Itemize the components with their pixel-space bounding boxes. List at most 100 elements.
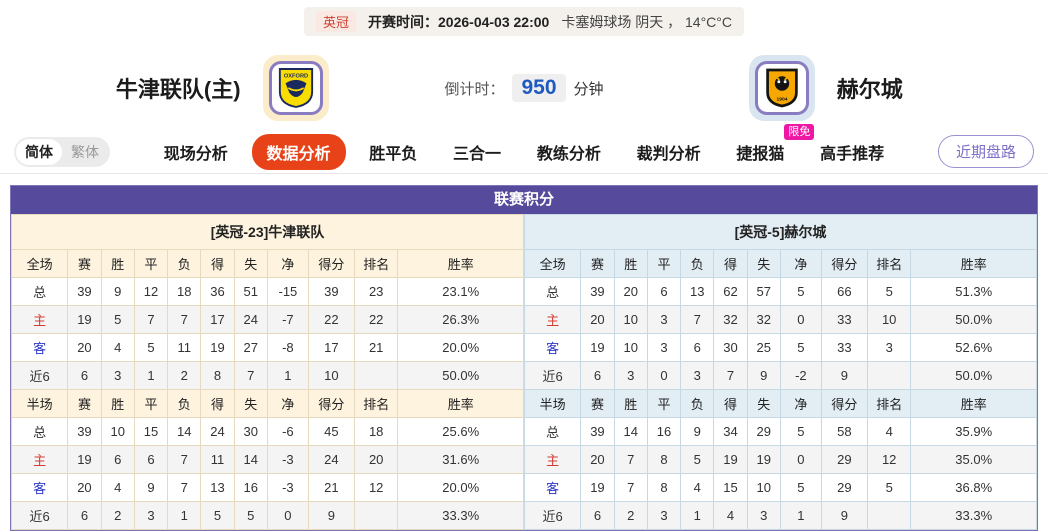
- stat-cell: 9: [820, 501, 868, 530]
- table-row: 主 19 5 7 7 17 24 -7 22 22 26.3%: [10, 305, 524, 334]
- stat-cell: 27: [233, 333, 268, 362]
- column-header: 半场: [10, 389, 69, 418]
- lang-traditional[interactable]: 繁体: [71, 143, 99, 160]
- stat-cell: 1: [167, 501, 202, 530]
- stat-cell: 50.0%: [397, 361, 524, 390]
- stat-cell: 21: [353, 333, 399, 362]
- row-label: 近6: [523, 361, 582, 390]
- tab-现场分析[interactable]: 现场分析: [152, 135, 240, 169]
- tab-label: 教练分析: [536, 145, 601, 163]
- stat-cell: 5: [233, 501, 268, 530]
- column-header: 胜: [613, 389, 648, 418]
- venue-weather: 卡塞姆球场 阴天 ， 14°C°C: [561, 13, 732, 30]
- recent-trend-button[interactable]: 近期盘路: [937, 135, 1034, 168]
- column-header: 排名: [353, 249, 399, 278]
- stat-cell: 39: [67, 417, 102, 446]
- stat-cell: 6: [646, 277, 682, 306]
- column-header: 全场: [523, 249, 582, 278]
- stat-cell: 4: [100, 473, 135, 502]
- stat-cell: 16: [646, 417, 682, 446]
- stat-cell: 5: [779, 417, 822, 446]
- column-header: 胜率: [397, 389, 524, 418]
- column-header: 得分: [820, 249, 868, 278]
- stat-cell: 20: [613, 277, 648, 306]
- column-header: 净: [779, 249, 822, 278]
- stat-cell: 25.6%: [397, 417, 524, 446]
- stat-cell: 7: [167, 305, 202, 334]
- table-row: 客 20 4 9 7 13 16 -3 21 12 20.0%: [10, 473, 524, 502]
- stat-cell: 7: [133, 305, 169, 334]
- stat-cell: 29: [746, 417, 781, 446]
- stat-cell: 20.0%: [397, 473, 524, 502]
- tab-三合一[interactable]: 三合一: [441, 135, 513, 169]
- column-header: 赛: [580, 389, 615, 418]
- stat-cell: 58: [820, 417, 868, 446]
- stat-cell: 15: [713, 473, 748, 502]
- tab-教练分析[interactable]: 教练分析: [525, 135, 613, 169]
- countdown-label: 倒计时：: [444, 80, 505, 98]
- stat-cell: 35.9%: [910, 417, 1037, 446]
- tab-捷报猫[interactable]: 捷报猫 限免: [724, 123, 815, 169]
- stat-cell: -8: [266, 333, 309, 362]
- stat-cell: 14: [613, 417, 648, 446]
- home-panel-header: [英冠-23]牛津联队: [11, 214, 524, 249]
- table-row: 总 39 14 16 9 34 29 5 58 4 35.9%: [523, 417, 1037, 446]
- stat-cell: 5: [100, 305, 135, 334]
- stat-cell: 12: [133, 277, 169, 306]
- tab-label: 捷报猫: [736, 145, 785, 163]
- league-points-board: 联赛积分 [英冠-23]牛津联队 全场赛胜平负得失净得分 排名 胜率总 39 9 12 18…: [10, 185, 1038, 531]
- stat-cell: 1: [133, 361, 169, 390]
- stat-cell: -7: [266, 305, 309, 334]
- tab-裁判分析[interactable]: 裁判分析: [625, 135, 713, 169]
- table-row: 客 19 7 8 4 15 10 5 29 5 36.8%: [523, 473, 1037, 502]
- stat-cell: 9: [307, 501, 355, 530]
- stat-cell: 17: [307, 333, 355, 362]
- stat-cell: 20: [67, 333, 102, 362]
- column-header: 得分: [307, 249, 355, 278]
- stat-cell: 25: [746, 333, 781, 362]
- row-label: 客: [523, 333, 582, 362]
- lang-simplified[interactable]: 简体: [16, 138, 62, 165]
- tab-高手推荐[interactable]: 高手推荐: [808, 135, 896, 169]
- stat-cell: 50.0%: [910, 361, 1037, 390]
- column-header: 平: [646, 389, 682, 418]
- tab-label: 数据分析: [266, 145, 331, 163]
- stat-cell: 10: [307, 361, 355, 390]
- stat-cell: 39: [580, 417, 615, 446]
- row-label: 近6: [10, 501, 69, 530]
- kickoff-value: 2026-04-03 22:00: [438, 13, 550, 30]
- language-toggle[interactable]: 简体 繁体: [14, 136, 110, 167]
- limited-free-badge: 限免: [784, 123, 815, 140]
- stat-cell: 33: [820, 305, 868, 334]
- column-header: 负: [680, 249, 715, 278]
- column-header: 得: [713, 249, 748, 278]
- tab-数据分析[interactable]: 数据分析: [251, 133, 346, 170]
- stat-cell: 3: [746, 501, 781, 530]
- league-badge: 英冠: [316, 11, 357, 32]
- column-header: 胜率: [910, 249, 1037, 278]
- stat-cell: 3: [100, 361, 135, 390]
- stat-cell: 2: [167, 361, 202, 390]
- stat-cell: 17: [200, 305, 235, 334]
- stat-cell: 3: [646, 501, 682, 530]
- table-row: 近6 6 2 3 1 4 3 1 9 33.3%: [523, 501, 1037, 530]
- stat-cell: 7: [713, 361, 748, 390]
- column-header: 半场: [523, 389, 582, 418]
- row-label: 近6: [523, 501, 582, 530]
- stat-cell: -15: [266, 277, 309, 306]
- stat-cell: 5: [779, 473, 822, 502]
- tab-胜平负[interactable]: 胜平负: [357, 135, 429, 169]
- stat-cell: 4: [713, 501, 748, 530]
- stat-cell: 1: [266, 361, 309, 390]
- column-header: 胜: [613, 249, 648, 278]
- stat-cell: 20: [580, 445, 615, 474]
- stat-cell: 7: [613, 473, 648, 502]
- stat-cell: 3: [866, 333, 912, 362]
- oxford-crest-icon: OXFORD: [268, 61, 323, 115]
- stat-cell: 16: [233, 473, 268, 502]
- tab-label: 胜平负: [369, 145, 418, 163]
- home-panel: [英冠-23]牛津联队 全场赛胜平负得失净得分 排名 胜率总 39 9 12 18 36 51-…: [10, 214, 524, 530]
- tab-label: 高手推荐: [820, 145, 885, 163]
- stat-cell: 3: [646, 305, 682, 334]
- stat-cell: 3: [133, 501, 169, 530]
